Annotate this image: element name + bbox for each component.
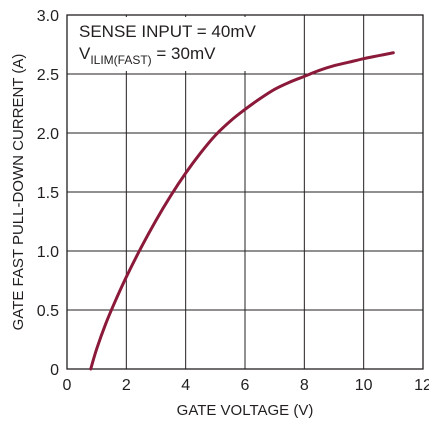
x-tick-label-5: 10 [355, 377, 373, 394]
annotation-vilim-prefix: V [79, 44, 91, 63]
annotation-background [69, 17, 259, 71]
x-tick-label-3: 6 [241, 377, 250, 394]
plot-frame [66, 14, 424, 370]
series-layer [89, 51, 395, 371]
tick-labels: 0 2 4 6 8 10 12 0 0.5 1.0 1.5 2.0 2.5 3.0 [37, 8, 429, 394]
y-axis-title: GATE FAST PULL-DOWN CURRENT (A) [10, 54, 27, 331]
y-tick-label-5: 2.5 [37, 67, 59, 84]
y-tick-label-0: 0 [50, 362, 59, 379]
annotation-vilim: VILIM(FAST) = 30mV [79, 44, 216, 67]
annotation-vilim-value: = 30mV [152, 44, 216, 63]
y-tick-label-2: 1.0 [37, 244, 59, 261]
x-tick-label-4: 8 [300, 377, 309, 394]
x-axis-title: GATE VOLTAGE (V) [177, 402, 314, 419]
x-tick-label-6: 12 [414, 377, 429, 394]
annotation-vilim-subscript: ILIM(FAST) [90, 53, 151, 67]
y-tick-label-6: 3.0 [37, 8, 59, 25]
y-tick-label-3: 1.5 [37, 185, 59, 202]
annotation-sense-input: SENSE INPUT = 40mV [79, 22, 256, 41]
series-line-0 [89, 51, 395, 371]
x-tick-label-1: 2 [122, 377, 131, 394]
y-tick-label-1: 0.5 [37, 303, 59, 320]
x-tick-label-0: 0 [63, 377, 72, 394]
y-tick-label-4: 2.0 [37, 126, 59, 143]
x-tick-label-2: 4 [181, 377, 190, 394]
